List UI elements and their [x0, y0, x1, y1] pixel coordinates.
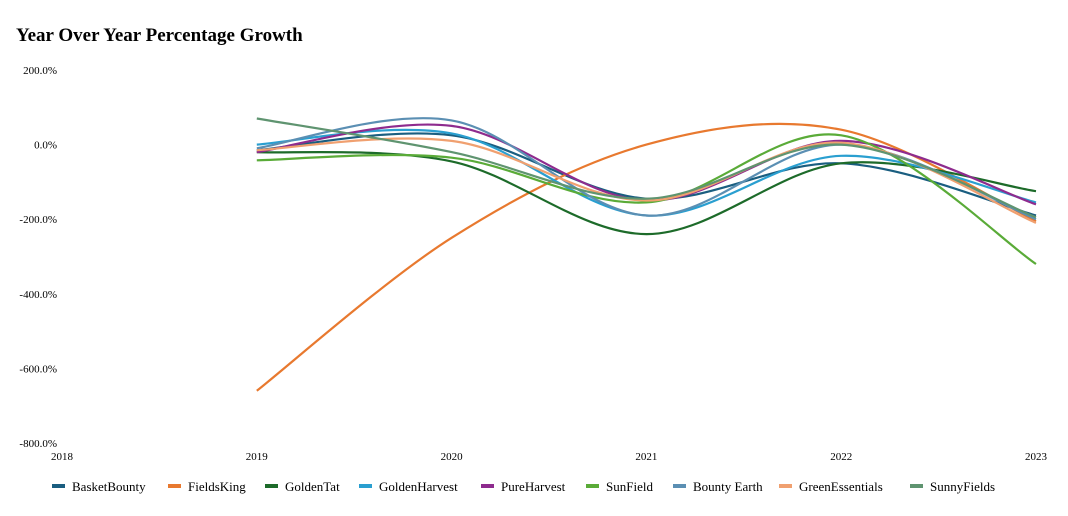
y-axis: 200.0% 0.0% -200.0% -400.0% -600.0% -800.0% — [19, 65, 57, 450]
legend-label: SunField — [606, 479, 653, 494]
legend-label: GreenEssentials — [799, 479, 883, 494]
chart-title: Year Over Year Percentage Growth — [16, 25, 303, 46]
x-tick-label: 2019 — [246, 451, 269, 463]
legend-swatch — [168, 484, 181, 488]
series-line-bounty-earth — [256, 117, 1037, 221]
x-tick-label: 2023 — [1025, 451, 1048, 463]
x-tick-label: 2020 — [441, 451, 464, 463]
legend-label: BasketBounty — [72, 479, 146, 494]
series-line-sunfield — [256, 133, 1037, 265]
legend-swatch — [673, 484, 686, 488]
legend-swatch — [481, 484, 494, 488]
y-tick-label: -800.0% — [19, 438, 57, 450]
legend-swatch — [265, 484, 278, 488]
legend-label: Bounty Earth — [693, 479, 763, 494]
x-tick-label: 2018 — [51, 451, 74, 463]
legend-item-bounty-earth[interactable]: Bounty Earth — [673, 479, 763, 494]
y-tick-label: -600.0% — [19, 363, 57, 375]
x-axis: 2018 2019 2020 2021 2022 2023 — [51, 451, 1048, 463]
y-tick-label: 200.0% — [23, 65, 57, 77]
legend-item-pureharvest[interactable]: PureHarvest — [481, 479, 566, 494]
legend-swatch — [779, 484, 792, 488]
legend-item-sunnyfields[interactable]: SunnyFields — [910, 479, 995, 494]
legend-swatch — [910, 484, 923, 488]
series-lines — [256, 117, 1037, 392]
y-tick-label: 0.0% — [34, 140, 57, 152]
y-tick-label: -400.0% — [19, 289, 57, 301]
legend-label: FieldsKing — [188, 479, 246, 494]
legend-item-goldentat[interactable]: GoldenTat — [265, 479, 340, 494]
legend-item-greenessentials[interactable]: GreenEssentials — [779, 479, 883, 494]
legend-item-sunfield[interactable]: SunField — [586, 479, 653, 494]
legend-swatch — [359, 484, 372, 488]
x-tick-label: 2021 — [635, 451, 657, 463]
legend-swatch — [52, 484, 65, 488]
legend-label: SunnyFields — [930, 479, 995, 494]
legend-label: PureHarvest — [501, 479, 566, 494]
legend-item-fieldsking[interactable]: FieldsKing — [168, 479, 246, 494]
series-line-sunnyfields — [256, 117, 1037, 219]
legend-swatch — [586, 484, 599, 488]
legend: BasketBounty FieldsKing GoldenTat GoldenHar… — [52, 479, 995, 494]
legend-item-basketbounty[interactable]: BasketBounty — [52, 479, 146, 494]
y-tick-label: -200.0% — [19, 214, 57, 226]
legend-label: GoldenHarvest — [379, 479, 458, 494]
legend-item-goldenharvest[interactable]: GoldenHarvest — [359, 479, 458, 494]
x-tick-label: 2022 — [830, 451, 852, 463]
series-line-greenessentials — [256, 137, 1037, 224]
legend-label: GoldenTat — [285, 479, 340, 494]
